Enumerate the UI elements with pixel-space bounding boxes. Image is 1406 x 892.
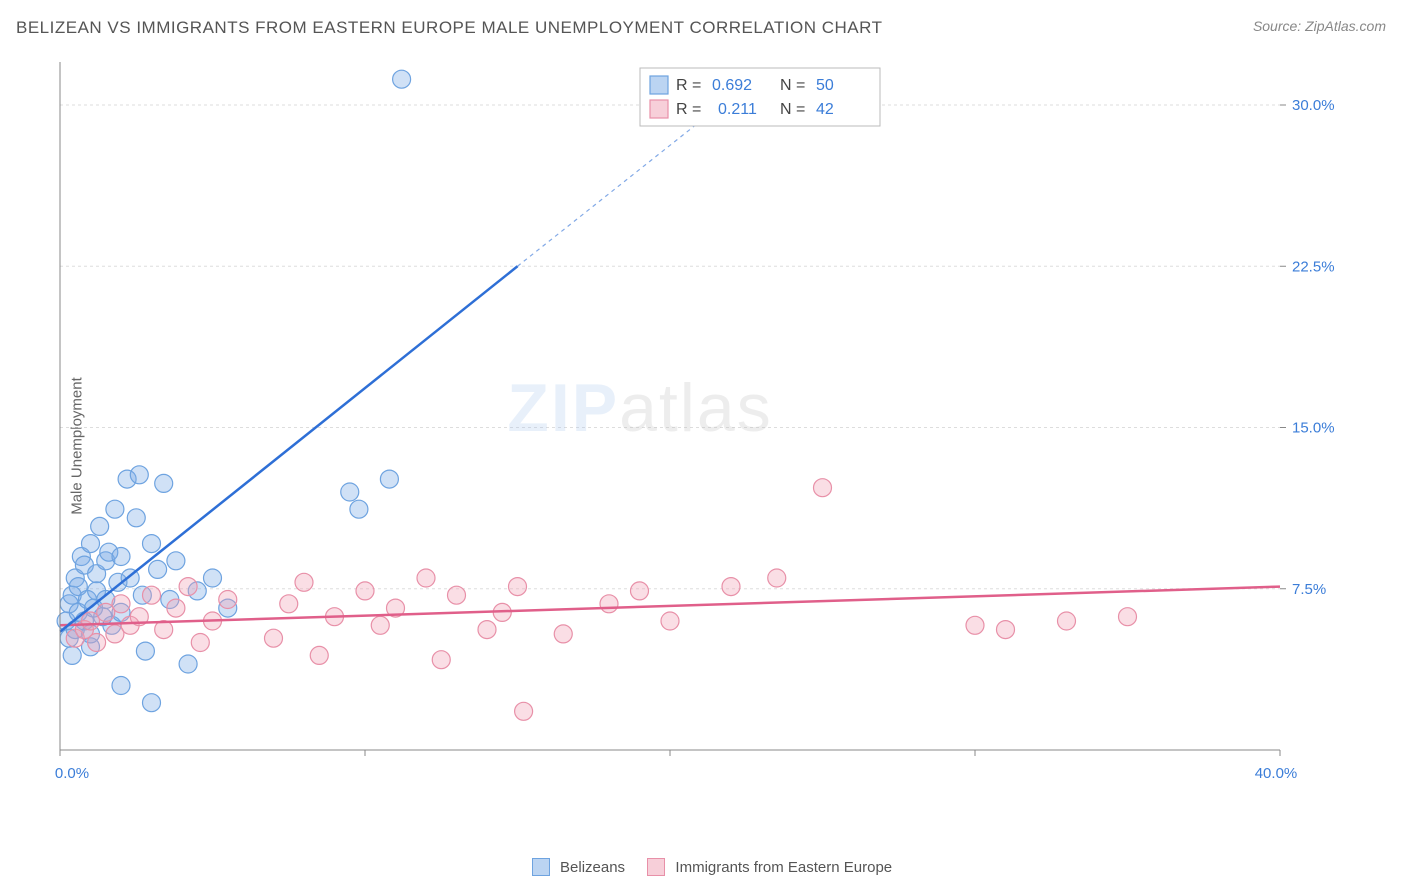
svg-text:ZIPatlas: ZIPatlas: [507, 370, 772, 446]
legend-label-series1: Belizeans: [560, 859, 625, 876]
bottom-legend: Belizeans Immigrants from Eastern Europe: [0, 858, 1406, 876]
svg-text:22.5%: 22.5%: [1292, 258, 1335, 275]
plot-area: 7.5% 15.0% 22.5% 30.0% ZIPatlas 0.0% 40.0% R = 0…: [50, 50, 1350, 810]
svg-text:42: 42: [816, 101, 834, 118]
legend-label-series2: Immigrants from Eastern Europe: [675, 859, 892, 876]
svg-text:R =: R =: [676, 77, 701, 94]
svg-text:0.692: 0.692: [712, 77, 752, 94]
svg-text:0.0%: 0.0%: [55, 765, 89, 782]
svg-text:0.211: 0.211: [718, 101, 757, 118]
legend-swatch-blue: [532, 858, 550, 876]
svg-text:15.0%: 15.0%: [1292, 420, 1335, 437]
svg-text:N =: N =: [780, 77, 805, 94]
source-attribution: Source: ZipAtlas.com: [1253, 18, 1386, 34]
svg-text:30.0%: 30.0%: [1292, 97, 1335, 114]
svg-text:N =: N =: [780, 101, 805, 118]
scatter-chart: 7.5% 15.0% 22.5% 30.0% ZIPatlas 0.0% 40.0% R = 0…: [50, 50, 1350, 810]
chart-title: BELIZEAN VS IMMIGRANTS FROM EASTERN EURO…: [16, 18, 882, 38]
svg-text:R =: R =: [676, 101, 701, 118]
svg-text:7.5%: 7.5%: [1292, 581, 1326, 598]
svg-text:40.0%: 40.0%: [1255, 765, 1298, 782]
legend-swatch-pink: [647, 858, 665, 876]
chart-container: BELIZEAN VS IMMIGRANTS FROM EASTERN EURO…: [0, 0, 1406, 892]
svg-text:50: 50: [816, 77, 834, 94]
